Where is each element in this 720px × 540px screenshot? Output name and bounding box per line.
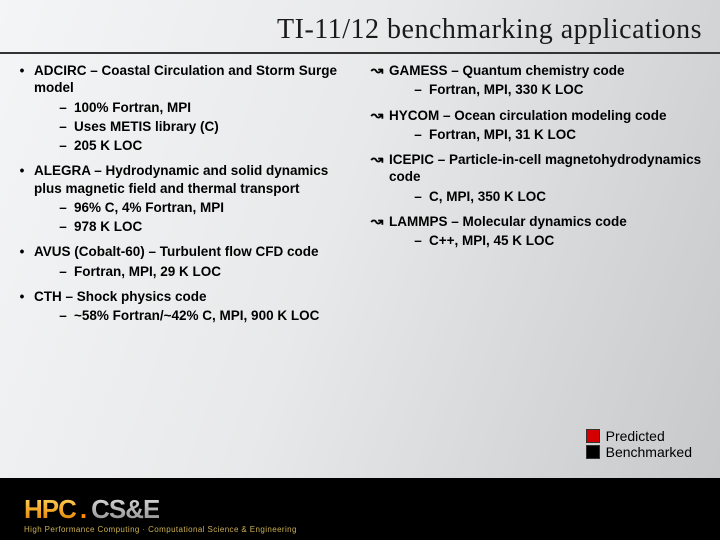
sub-item: –96% C, 4% Fortran, MPI [34,199,355,216]
sub-item: –Fortran, MPI, 31 K LOC [389,126,710,143]
arrow-bullet-icon: ↝ [365,107,389,125]
sub-item: –100% Fortran, MPI [34,99,355,116]
sub-body: Fortran, MPI, 330 K LOC [429,81,710,98]
item-body: LAMMPS – Molecular dynamics code –C++, MP… [389,213,710,250]
sub-item: –C++, MPI, 45 K LOC [389,232,710,249]
sub-item: –~58% Fortran/~42% C, MPI, 900 K LOC [34,307,355,324]
slide: TI-11/12 benchmarking applications •ADCI… [0,0,720,540]
item-head: ADCIRC – Coastal Circulation and Storm S… [34,62,355,97]
dash-icon: – [52,137,74,154]
content-area: •ADCIRC – Coastal Circulation and Storm … [0,54,720,332]
dash-icon: – [52,218,74,235]
item-body: ICEPIC – Particle-in-cell magnetohydrody… [389,151,710,205]
item-body: CTH – Shock physics code –~58% Fortran/~4… [34,288,355,325]
sub-body: 100% Fortran, MPI [74,99,355,116]
arrow-bullet-icon: ↝ [365,213,389,231]
sub-item: –205 K LOC [34,137,355,154]
list-item: ↝LAMMPS – Molecular dynamics code –C++, M… [365,213,710,250]
dash-icon: – [52,99,74,116]
footer-logo: HPC . CS&E [24,494,159,525]
dash-icon: – [52,263,74,280]
sub-body: C++, MPI, 45 K LOC [429,232,710,249]
legend-item-predicted: Predicted [586,428,692,444]
legend: Predicted Benchmarked [586,428,692,460]
sub-body: Fortran, MPI, 29 K LOC [74,263,355,280]
sub-body: 978 K LOC [74,218,355,235]
dash-icon: – [407,81,429,98]
sub-item: –Uses METIS library (C) [34,118,355,135]
item-body: AVUS (Cobalt-60) – Turbulent flow CFD co… [34,243,355,280]
item-head: LAMMPS – Molecular dynamics code [389,213,710,230]
legend-swatch-predicted [586,429,600,443]
dash-icon: – [52,199,74,216]
legend-label: Benchmarked [606,444,692,460]
item-head: CTH – Shock physics code [34,288,355,305]
logo-dot: . [80,494,87,525]
sub-body: ~58% Fortran/~42% C, MPI, 900 K LOC [74,307,355,324]
arrow-bullet-icon: ↝ [365,151,389,169]
dash-icon: – [52,118,74,135]
sub-body: Uses METIS library (C) [74,118,355,135]
arrow-bullet-icon: ↝ [365,62,389,80]
sub-item: –978 K LOC [34,218,355,235]
item-body: GAMESS – Quantum chemistry code –Fortran,… [389,62,710,99]
item-head: GAMESS – Quantum chemistry code [389,62,710,79]
sub-body: 205 K LOC [74,137,355,154]
item-head: ALEGRA – Hydrodynamic and solid dynamics… [34,162,355,197]
item-body: ADCIRC – Coastal Circulation and Storm S… [34,62,355,154]
dot-bullet-icon: • [10,243,34,260]
sub-body: Fortran, MPI, 31 K LOC [429,126,710,143]
list-item: •CTH – Shock physics code –~58% Fortran/~… [10,288,355,325]
left-column: •ADCIRC – Coastal Circulation and Storm … [10,62,355,332]
sub-body: C, MPI, 350 K LOC [429,188,710,205]
legend-item-benchmarked: Benchmarked [586,444,692,460]
dot-bullet-icon: • [10,288,34,305]
dot-bullet-icon: • [10,162,34,179]
legend-label: Predicted [606,428,665,444]
right-column: ↝GAMESS – Quantum chemistry code–Fortran… [365,62,710,332]
footer-bar: HPC . CS&E High Performance Computing · … [0,478,720,540]
item-head: AVUS (Cobalt-60) – Turbulent flow CFD co… [34,243,355,260]
sub-item: –Fortran, MPI, 29 K LOC [34,263,355,280]
dot-bullet-icon: • [10,62,34,79]
logo-cse: CS&E [91,494,159,525]
dash-icon: – [52,307,74,324]
list-item: ↝HYCOM – Ocean circulation modeling code… [365,107,710,144]
sub-item: –C, MPI, 350 K LOC [389,188,710,205]
page-title: TI-11/12 benchmarking applications [0,0,720,54]
list-item: •ALEGRA – Hydrodynamic and solid dynamic… [10,162,355,235]
item-head: ICEPIC – Particle-in-cell magnetohydrody… [389,151,710,186]
list-item: ↝ICEPIC – Particle-in-cell magnetohydrod… [365,151,710,205]
item-body: ALEGRA – Hydrodynamic and solid dynamics… [34,162,355,235]
legend-swatch-benchmarked [586,445,600,459]
list-item: •AVUS (Cobalt-60) – Turbulent flow CFD c… [10,243,355,280]
sub-body: 96% C, 4% Fortran, MPI [74,199,355,216]
item-head: HYCOM – Ocean circulation modeling code [389,107,710,124]
list-item: •ADCIRC – Coastal Circulation and Storm … [10,62,355,154]
list-item: ↝GAMESS – Quantum chemistry code –Fortran… [365,62,710,99]
dash-icon: – [407,232,429,249]
dash-icon: – [407,126,429,143]
sub-item: –Fortran, MPI, 330 K LOC [389,81,710,98]
logo-hpc: HPC [24,494,76,525]
item-body: HYCOM – Ocean circulation modeling code –… [389,107,710,144]
dash-icon: – [407,188,429,205]
footer-tagline: High Performance Computing · Computation… [24,525,297,534]
